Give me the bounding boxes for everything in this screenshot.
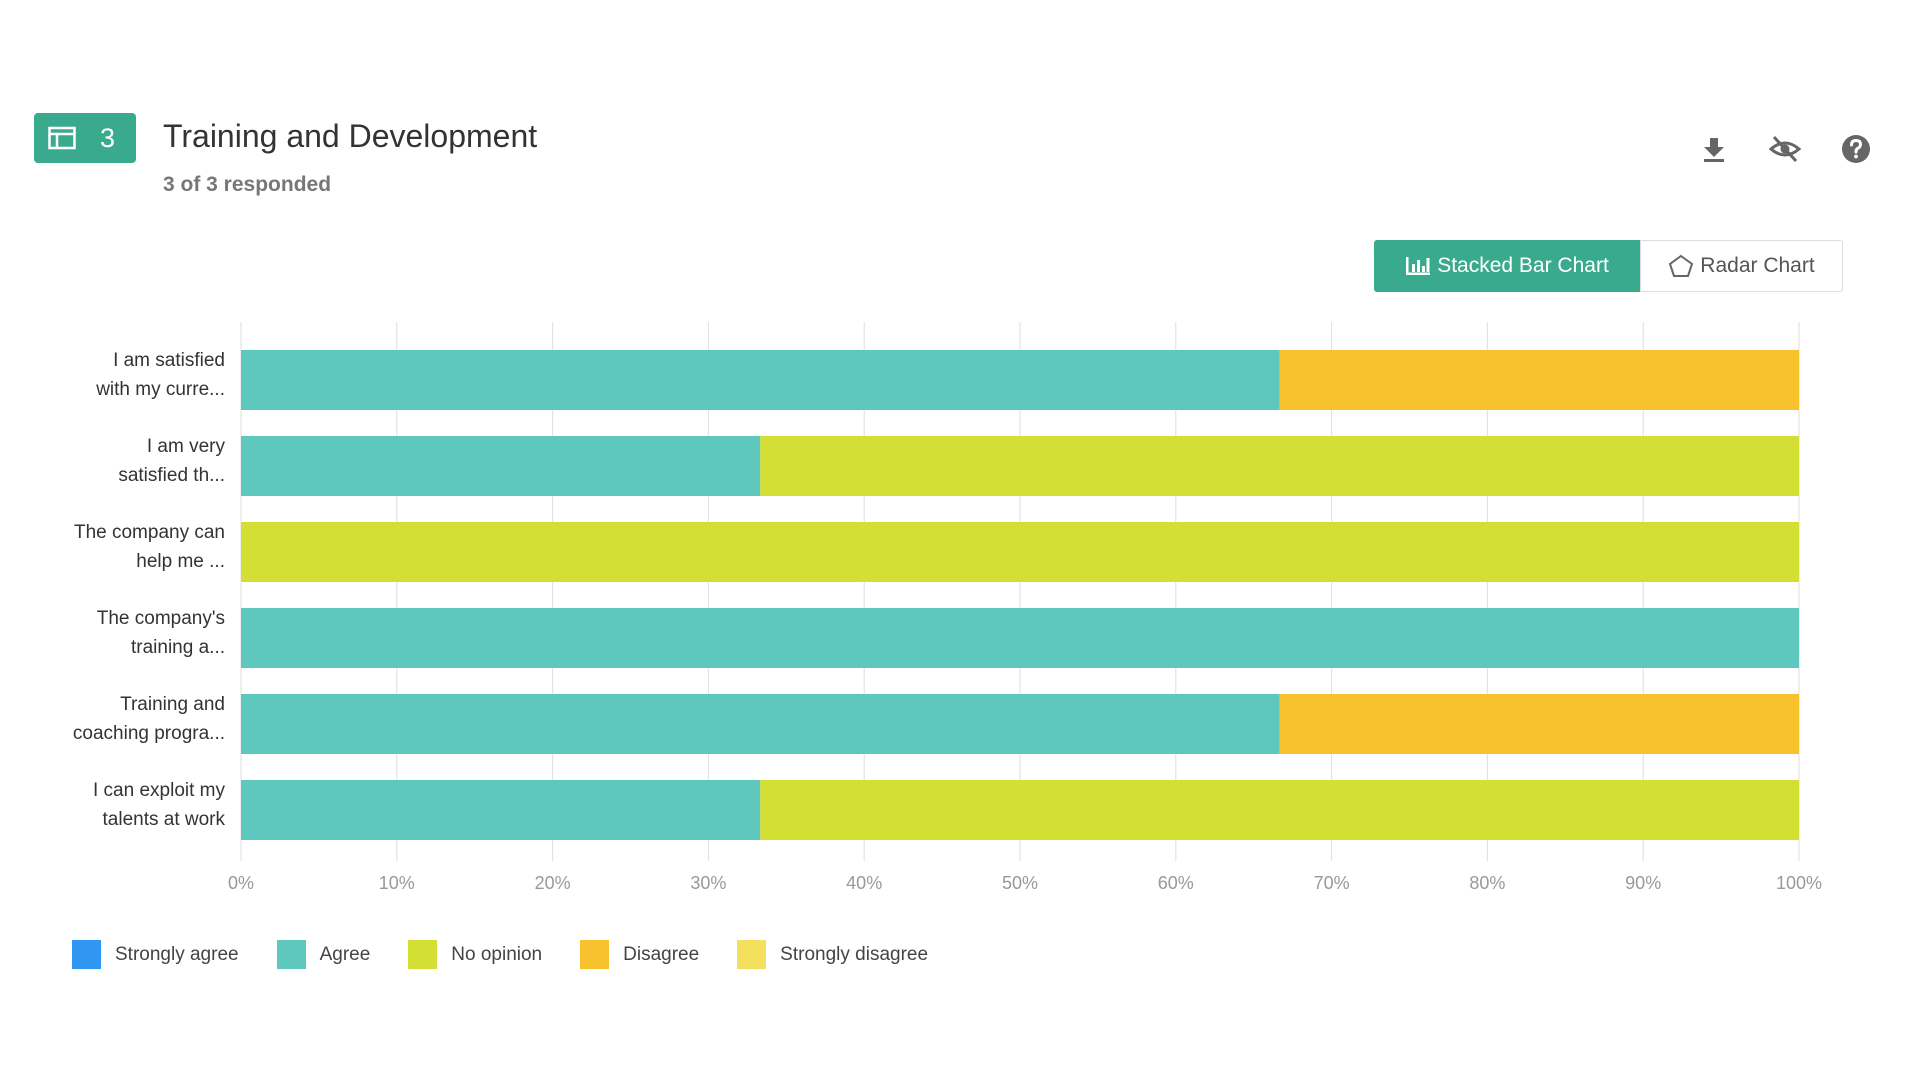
legend-swatch [580, 940, 610, 969]
bar-segment [1279, 350, 1799, 410]
question-number: 3 [100, 122, 116, 153]
bar-segment [241, 436, 761, 496]
legend-swatch [408, 940, 438, 969]
bar-segment [760, 436, 1799, 496]
category-label: training a... [131, 637, 225, 658]
legend-item[interactable]: Disagree [580, 940, 699, 969]
category-label: talents at work [103, 809, 226, 830]
x-tick-label: 0% [228, 873, 254, 893]
download-icon[interactable] [1697, 132, 1731, 166]
legend-swatch [737, 940, 767, 969]
radar-chart-label: Radar Chart [1700, 254, 1815, 277]
legend-item[interactable]: Strongly disagree [737, 940, 928, 969]
category-label: help me ... [136, 551, 225, 572]
legend-item[interactable]: Strongly agree [72, 940, 239, 969]
x-tick-label: 60% [1158, 873, 1194, 893]
x-tick-label: 80% [1469, 873, 1505, 893]
bar-segment [241, 694, 1280, 754]
help-icon[interactable] [1839, 132, 1873, 166]
hide-icon[interactable] [1768, 132, 1802, 166]
x-tick-label: 20% [535, 873, 571, 893]
bar-segment [760, 780, 1799, 840]
legend-swatch [276, 940, 306, 969]
question-badge: 3 [34, 113, 136, 163]
category-label: The company can [74, 522, 225, 543]
stacked-bar-chart-label: Stacked Bar Chart [1437, 254, 1609, 277]
bar-chart-icon [1406, 257, 1431, 275]
legend-swatch [72, 940, 101, 969]
legend-label: Strongly disagree [780, 943, 929, 965]
radar-chart-button[interactable]: Radar Chart [1640, 240, 1843, 292]
page-title: Training and Development [163, 118, 538, 154]
x-tick-label: 90% [1625, 873, 1661, 893]
category-label: Training and [120, 694, 225, 715]
legend-label: No opinion [451, 943, 543, 965]
legend-item[interactable]: Agree [276, 940, 371, 969]
legend-item[interactable]: No opinion [408, 940, 542, 969]
category-label: satisfied th... [118, 465, 225, 486]
bar-segment [1279, 694, 1799, 754]
x-tick-label: 100% [1776, 873, 1822, 893]
bar-segment [241, 608, 1799, 668]
x-tick-label: 30% [690, 873, 726, 893]
chart-type-toggle: Stacked Bar Chart Radar Chart [1374, 240, 1843, 292]
category-label: I am satisfied [113, 350, 225, 371]
x-tick-label: 70% [1314, 873, 1350, 893]
category-label: with my curre... [95, 379, 225, 400]
category-label: The company's [97, 608, 225, 629]
category-label: I can exploit my [93, 780, 225, 801]
legend-label: Disagree [623, 943, 700, 965]
x-tick-label: 10% [379, 873, 415, 893]
category-label: I am very [147, 436, 226, 457]
x-tick-label: 40% [846, 873, 882, 893]
bar-segment [241, 522, 1799, 582]
bar-segment [241, 350, 1280, 410]
x-tick-label: 50% [1002, 873, 1038, 893]
radar-chart-icon [1669, 254, 1694, 277]
stacked-bar-chart-button[interactable]: Stacked Bar Chart [1374, 240, 1640, 292]
category-label: coaching progra... [73, 723, 225, 744]
legend-label: Agree [319, 943, 371, 965]
response-count: 3 of 3 responded [163, 173, 332, 196]
chart-legend: Strongly agree Agree No opinion Disagree Str… [72, 940, 966, 969]
table-icon [48, 126, 76, 150]
legend-label: Strongly agree [115, 943, 239, 965]
bar-segment [241, 780, 761, 840]
